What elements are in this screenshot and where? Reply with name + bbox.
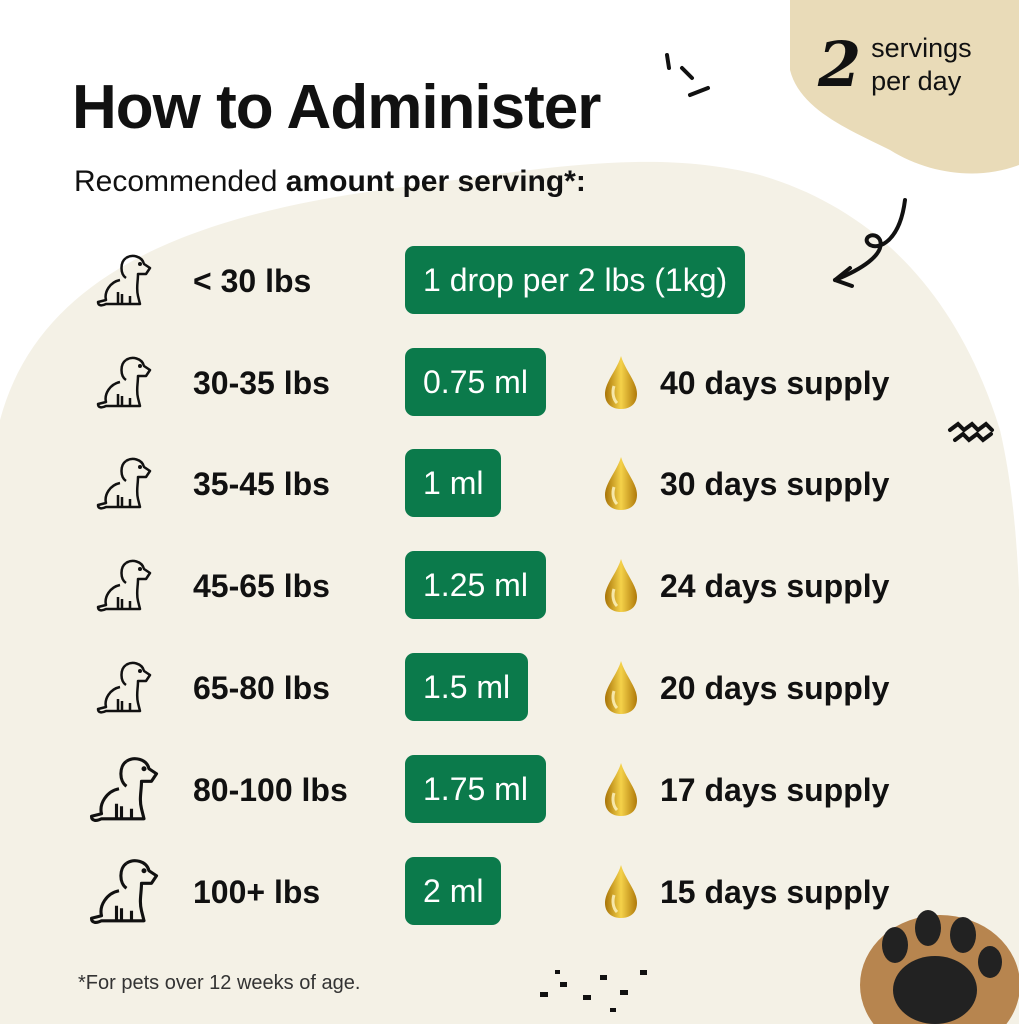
- dog-icon: [92, 557, 156, 615]
- dosage-row: 45-65 lbs 1.25 ml 24 days supply: [0, 551, 1019, 621]
- servings-badge: 2 servings per day: [818, 32, 972, 98]
- oil-drop-icon: [603, 863, 639, 919]
- dosage-amount: 1.75 ml: [405, 755, 546, 823]
- oil-drop-icon: [603, 761, 639, 817]
- dosage-amount: 1.5 ml: [405, 653, 529, 721]
- dosage-row: 100+ lbs 2 ml 15 days supply: [0, 857, 1019, 927]
- oil-drop-icon: [603, 557, 639, 613]
- supply-duration: 15 days supply: [660, 874, 890, 910]
- dosage-row: 35-45 lbs 1 ml 30 days supply: [0, 449, 1019, 519]
- dosage-row: < 30 lbs 1 drop per 2 lbs (1kg): [0, 246, 1019, 316]
- dog-icon: [84, 754, 164, 827]
- oil-drop-icon: [603, 659, 639, 715]
- supply-duration: 17 days supply: [660, 772, 890, 808]
- weight-range: 35-45 lbs: [193, 466, 330, 502]
- badge-blob: [790, 0, 1019, 174]
- oil-drop-icon: [603, 455, 639, 511]
- supply-duration: 30 days supply: [660, 466, 890, 502]
- paw-photo: [860, 910, 1019, 1024]
- dosage-row: 65-80 lbs 1.5 ml 20 days supply: [0, 653, 1019, 723]
- dog-icon: [92, 354, 156, 412]
- weight-range: 65-80 lbs: [193, 670, 330, 706]
- supply-duration: 24 days supply: [660, 568, 890, 604]
- dosage-row: 30-35 lbs 0.75 ml 40 days supply: [0, 348, 1019, 418]
- weight-range: 100+ lbs: [193, 874, 321, 910]
- page-title: How to Administer: [72, 73, 601, 142]
- dosage-amount: 1.25 ml: [405, 551, 546, 619]
- supply-duration: 40 days supply: [660, 365, 890, 401]
- subtitle: Recommended amount per serving*:: [74, 165, 586, 198]
- dosage-amount: 1 ml: [405, 449, 502, 517]
- dog-icon: [92, 659, 156, 717]
- dosage-row: 80-100 lbs 1.75 ml 17 days supply: [0, 755, 1019, 825]
- weight-range: < 30 lbs: [193, 263, 312, 299]
- footnote: *For pets over 12 weeks of age.: [78, 972, 361, 994]
- dosage-amount: 0.75 ml: [405, 348, 546, 416]
- dog-icon: [84, 856, 164, 929]
- oil-drop-icon: [603, 354, 639, 410]
- weight-range: 45-65 lbs: [193, 568, 330, 604]
- dosage-amount: 1 drop per 2 lbs (1kg): [405, 246, 746, 314]
- weight-range: 80-100 lbs: [193, 772, 348, 808]
- servings-number: 2: [818, 28, 862, 101]
- servings-line2: per day: [871, 66, 962, 96]
- dosage-amount: 2 ml: [405, 857, 502, 925]
- supply-duration: 20 days supply: [660, 670, 890, 706]
- dog-icon: [92, 455, 156, 513]
- servings-line1: servings: [871, 33, 972, 63]
- dog-icon: [92, 252, 156, 310]
- weight-range: 30-35 lbs: [193, 365, 330, 401]
